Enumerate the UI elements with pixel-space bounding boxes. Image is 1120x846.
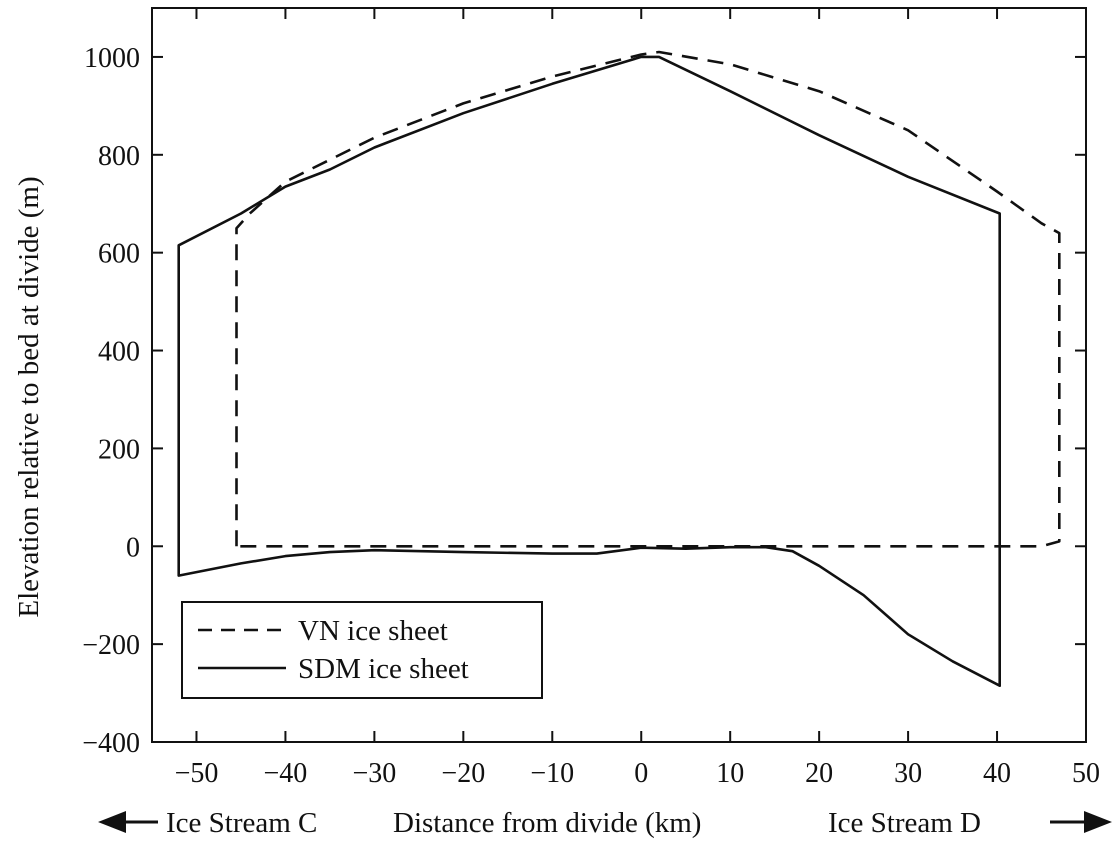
x-axis-label-right: Ice Stream D — [828, 807, 981, 839]
legend: VN ice sheet SDM ice sheet — [181, 601, 543, 699]
x-axis-label-left: Ice Stream C — [166, 807, 317, 839]
legend-label-vn: VN ice sheet — [298, 615, 448, 647]
x-tick-label: −50 — [175, 758, 219, 789]
axis-ticks: −50 −40 −30 −20 −10 0 10 20 30 40 50 −400 −200 0 200 40… — [82, 8, 1100, 789]
x-axis-label-row: Ice Stream C Distance from divide (km) I… — [98, 807, 1112, 839]
x-tick-label: 50 — [1072, 758, 1100, 789]
x-tick-label: 0 — [634, 758, 648, 789]
right-arrow-icon — [1050, 811, 1112, 833]
series-sdm-ice-sheet — [177, 55, 1002, 688]
y-tick-label: 200 — [98, 434, 140, 465]
legend-label-sdm: SDM ice sheet — [298, 653, 469, 685]
x-tick-label: 10 — [716, 758, 744, 789]
y-tick-label: 600 — [98, 239, 140, 270]
x-tick-label: −20 — [441, 758, 485, 789]
x-tick-label: −30 — [352, 758, 396, 789]
x-axis-label: Distance from divide (km) — [393, 807, 701, 839]
y-tick-label: −400 — [82, 728, 140, 759]
left-arrow-icon — [98, 811, 158, 833]
legend-box — [181, 601, 543, 699]
x-tick-label: −40 — [264, 758, 308, 789]
series-layer — [177, 50, 1061, 688]
x-tick-label: −10 — [530, 758, 574, 789]
y-axis-label: Elevation relative to bed at divide (m) — [13, 176, 45, 617]
x-tick-label: 20 — [805, 758, 833, 789]
series-vn-ice-sheet — [235, 50, 1061, 548]
x-tick-label: 30 — [894, 758, 922, 789]
x-tick-label: 40 — [983, 758, 1011, 789]
y-tick-label: 1000 — [84, 43, 140, 74]
plot-frame — [151, 7, 1087, 743]
y-tick-label: −200 — [82, 630, 140, 661]
y-tick-label: 800 — [98, 141, 140, 172]
y-tick-label: 0 — [126, 532, 140, 563]
y-tick-label: 400 — [98, 337, 140, 368]
